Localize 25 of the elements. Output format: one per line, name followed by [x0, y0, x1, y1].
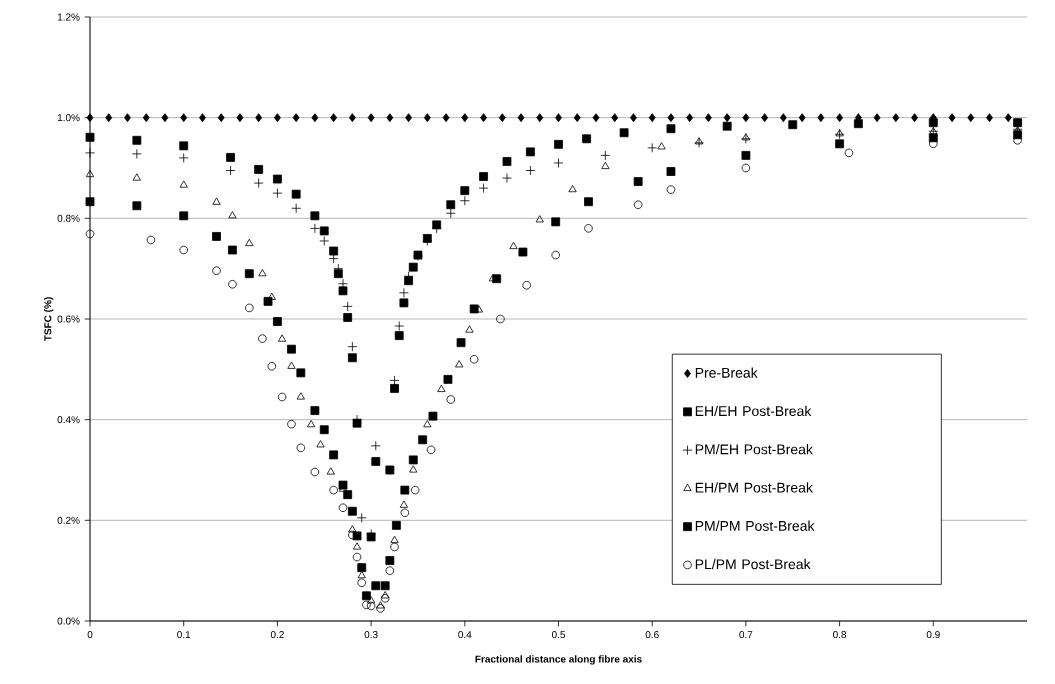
y-axis-title: TSFC (%) [44, 297, 54, 342]
y-tick-label: 0.2% [57, 516, 80, 524]
x-tick-label: 0.6 [645, 631, 659, 639]
x-tick-label: 0.4 [458, 631, 472, 639]
legend-label: PM/PM Post-Break [695, 520, 815, 531]
legend-label: EH/PM Post-Break [695, 482, 813, 493]
x-tick-label: 0.1 [177, 631, 191, 639]
legend-label: PL/PM Post-Break [695, 558, 811, 570]
y-tick-label: 1.0% [57, 114, 80, 122]
y-tick-label: 1.2% [57, 13, 80, 21]
y-tick-label: 0.0% [57, 617, 80, 625]
y-tick-label: 0.8% [57, 214, 80, 222]
x-axis-title: Fractional distance along fibre axis [475, 655, 642, 665]
x-tick-label: 0.8 [833, 631, 847, 639]
legend-label: Pre-Break [695, 367, 758, 378]
x-tick-label: 0.9 [926, 631, 940, 639]
legend-label: EH/EH Post-Break [695, 405, 812, 417]
x-tick-label: 0 [87, 631, 93, 639]
legend-label: PM/EH Post-Break [695, 444, 813, 455]
y-tick-label: 0.4% [57, 416, 80, 424]
y-tick-label: 0.6% [57, 315, 80, 323]
x-tick-label: 0.2 [270, 631, 284, 639]
x-tick-label: 0.5 [551, 631, 566, 639]
x-tick-label: 0.7 [739, 631, 753, 639]
x-tick-label: 0.3 [364, 631, 378, 639]
